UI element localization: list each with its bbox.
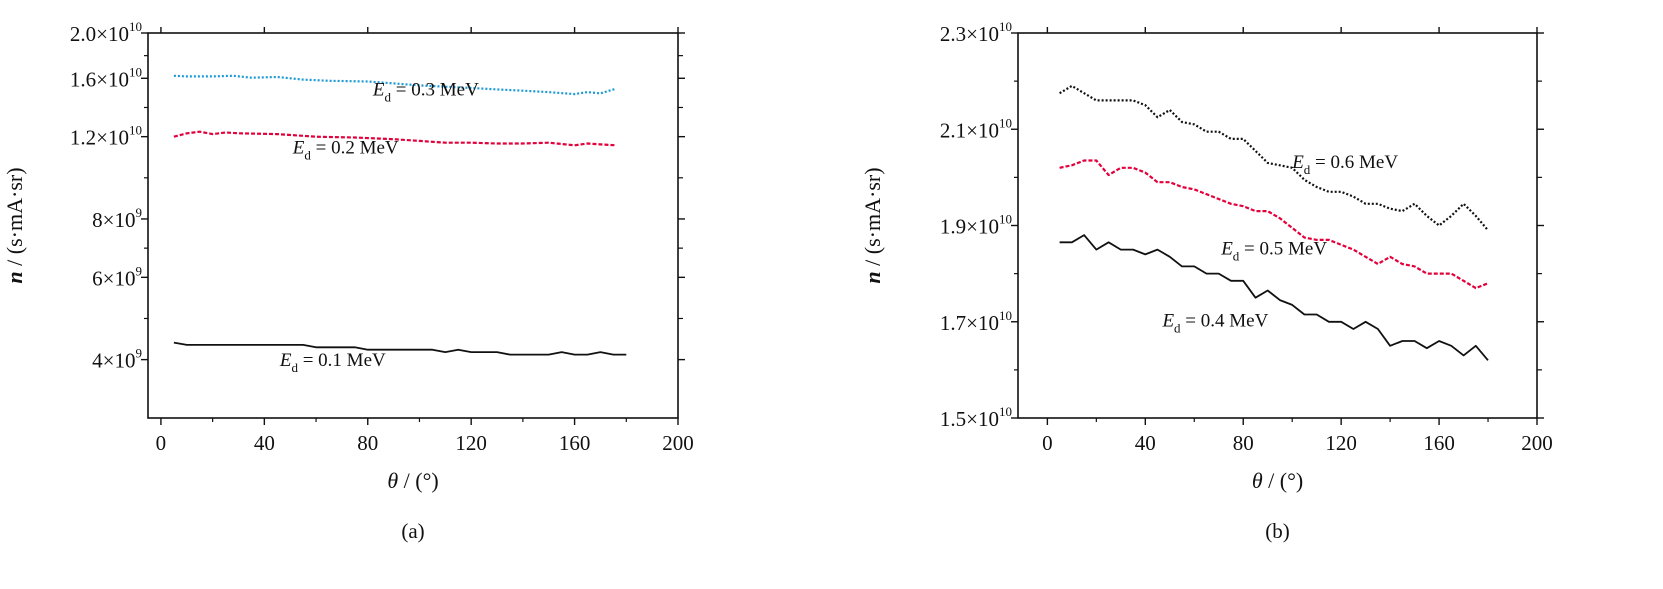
series-line-1 bbox=[1059, 159, 1489, 290]
y-axis-unit: / (s·mA·sr) bbox=[2, 167, 27, 271]
annot-text: = 0.4 MeV bbox=[1181, 311, 1269, 332]
x-tick-label: 120 bbox=[455, 431, 487, 455]
y-tick-label: 1.6×1010 bbox=[70, 64, 142, 91]
y-tick-mantissa: 1.7×10 bbox=[940, 311, 999, 335]
series-annotation: Ed = 0.5 MeV bbox=[1220, 238, 1327, 263]
y-axis-var: n bbox=[860, 271, 885, 283]
series-line-0 bbox=[1059, 84, 1489, 232]
series-annotation: Ed = 0.4 MeV bbox=[1161, 311, 1268, 336]
series-line-2 bbox=[173, 341, 627, 356]
x-axis-title: θ / (°) bbox=[1252, 468, 1303, 493]
x-axis-title: θ / (°) bbox=[387, 468, 438, 493]
y-tick-exponent: 10 bbox=[999, 404, 1012, 419]
y-tick-mantissa: 8×10 bbox=[92, 208, 135, 232]
y-tick-exponent: 10 bbox=[129, 64, 142, 79]
series-annotation: Ed = 0.1 MeV bbox=[279, 350, 386, 375]
y-tick-label: 2.1×1010 bbox=[940, 115, 1012, 142]
y-tick-exponent: 10 bbox=[999, 19, 1012, 34]
y-tick-mantissa: 1.5×10 bbox=[940, 407, 999, 431]
annot-subscript: d bbox=[1304, 162, 1311, 177]
series-line-1 bbox=[173, 130, 617, 147]
panel-label: (a) bbox=[401, 519, 424, 543]
x-tick-label: 160 bbox=[1423, 431, 1455, 455]
y-tick-label: 6×109 bbox=[92, 263, 142, 290]
x-tick-label: 80 bbox=[1233, 431, 1254, 455]
y-tick-exponent: 9 bbox=[136, 263, 143, 278]
annot-symbol: E bbox=[1161, 311, 1174, 332]
y-tick-mantissa: 2.1×10 bbox=[940, 118, 999, 142]
y-tick-exponent: 10 bbox=[129, 19, 142, 34]
x-axis-var: θ bbox=[387, 468, 398, 493]
x-tick-label: 200 bbox=[1521, 431, 1553, 455]
y-tick-exponent: 10 bbox=[999, 308, 1012, 323]
y-axis-unit: / (s·mA·sr) bbox=[860, 167, 885, 271]
x-tick-label: 40 bbox=[1135, 431, 1156, 455]
annot-symbol: E bbox=[372, 79, 385, 100]
y-tick-exponent: 9 bbox=[136, 346, 143, 361]
y-tick-label: 2.0×1010 bbox=[70, 19, 142, 46]
x-tick-label: 0 bbox=[1042, 431, 1053, 455]
annot-subscript: d bbox=[385, 89, 392, 104]
y-tick-label: 2.3×1010 bbox=[940, 19, 1012, 46]
y-tick-mantissa: 2.0×10 bbox=[70, 22, 129, 46]
series-annotation: Ed = 0.6 MeV bbox=[1291, 152, 1398, 177]
y-tick-label: 1.7×1010 bbox=[940, 308, 1012, 335]
y-axis-title: n / (s·mA·sr) bbox=[2, 167, 27, 283]
y-tick-label: 1.2×1010 bbox=[70, 123, 142, 150]
annot-symbol: E bbox=[292, 137, 305, 158]
x-tick-label: 200 bbox=[662, 431, 694, 455]
annot-text: = 0.6 MeV bbox=[1310, 152, 1398, 173]
y-tick-exponent: 10 bbox=[999, 212, 1012, 227]
annot-text: = 0.5 MeV bbox=[1239, 238, 1327, 259]
y-axis-title: n / (s·mA·sr) bbox=[860, 167, 885, 283]
x-axis-unit: / (°) bbox=[1263, 468, 1304, 493]
y-tick-mantissa: 1.6×10 bbox=[70, 67, 129, 91]
chart-panel-a: 0 40 80 120 160 2002.0×10101.6×10101.2×10108×… bbox=[2, 19, 694, 543]
annot-text: = 0.2 MeV bbox=[311, 137, 399, 158]
y-tick-mantissa: 1.2×10 bbox=[70, 126, 129, 150]
x-tick-label: 120 bbox=[1325, 431, 1357, 455]
x-tick-label: 0 bbox=[156, 431, 167, 455]
annot-symbol: E bbox=[1291, 152, 1304, 173]
series-line-2 bbox=[1059, 234, 1489, 361]
x-tick-label: 160 bbox=[559, 431, 591, 455]
y-tick-mantissa: 4×10 bbox=[92, 349, 135, 373]
panel-label: (b) bbox=[1265, 519, 1290, 543]
y-tick-mantissa: 2.3×10 bbox=[940, 22, 999, 46]
series-line-0 bbox=[173, 74, 617, 96]
y-tick-exponent: 10 bbox=[129, 123, 142, 138]
annot-subscript: d bbox=[1233, 248, 1240, 263]
y-tick-exponent: 9 bbox=[136, 205, 143, 220]
annot-subscript: d bbox=[291, 360, 298, 375]
x-axis-unit: / (°) bbox=[398, 468, 439, 493]
y-axis-var: n bbox=[2, 271, 27, 283]
x-axis-var: θ bbox=[1252, 468, 1263, 493]
annot-text: = 0.1 MeV bbox=[298, 350, 386, 371]
plot-frame bbox=[147, 32, 679, 419]
annot-symbol: E bbox=[1220, 238, 1233, 259]
annot-subscript: d bbox=[1174, 321, 1181, 336]
annot-symbol: E bbox=[279, 350, 292, 371]
series-annotation: Ed = 0.2 MeV bbox=[292, 137, 399, 162]
chart-panel-b: 0 40 80 120 160 2002.3×10102.1×10101.9×10101.… bbox=[860, 19, 1553, 543]
x-tick-label: 80 bbox=[357, 431, 378, 455]
y-tick-label: 1.5×1010 bbox=[940, 404, 1012, 431]
y-tick-exponent: 10 bbox=[999, 115, 1012, 130]
annot-text: = 0.3 MeV bbox=[391, 79, 479, 100]
y-tick-label: 8×109 bbox=[92, 205, 142, 232]
y-tick-label: 1.9×1010 bbox=[940, 212, 1012, 239]
y-tick-label: 4×109 bbox=[92, 346, 142, 373]
series-annotation: Ed = 0.3 MeV bbox=[372, 79, 479, 104]
x-tick-label: 40 bbox=[254, 431, 275, 455]
plot-frame bbox=[1017, 32, 1538, 419]
y-tick-mantissa: 6×10 bbox=[92, 266, 135, 290]
y-tick-mantissa: 1.9×10 bbox=[940, 215, 999, 239]
annot-subscript: d bbox=[304, 147, 311, 162]
